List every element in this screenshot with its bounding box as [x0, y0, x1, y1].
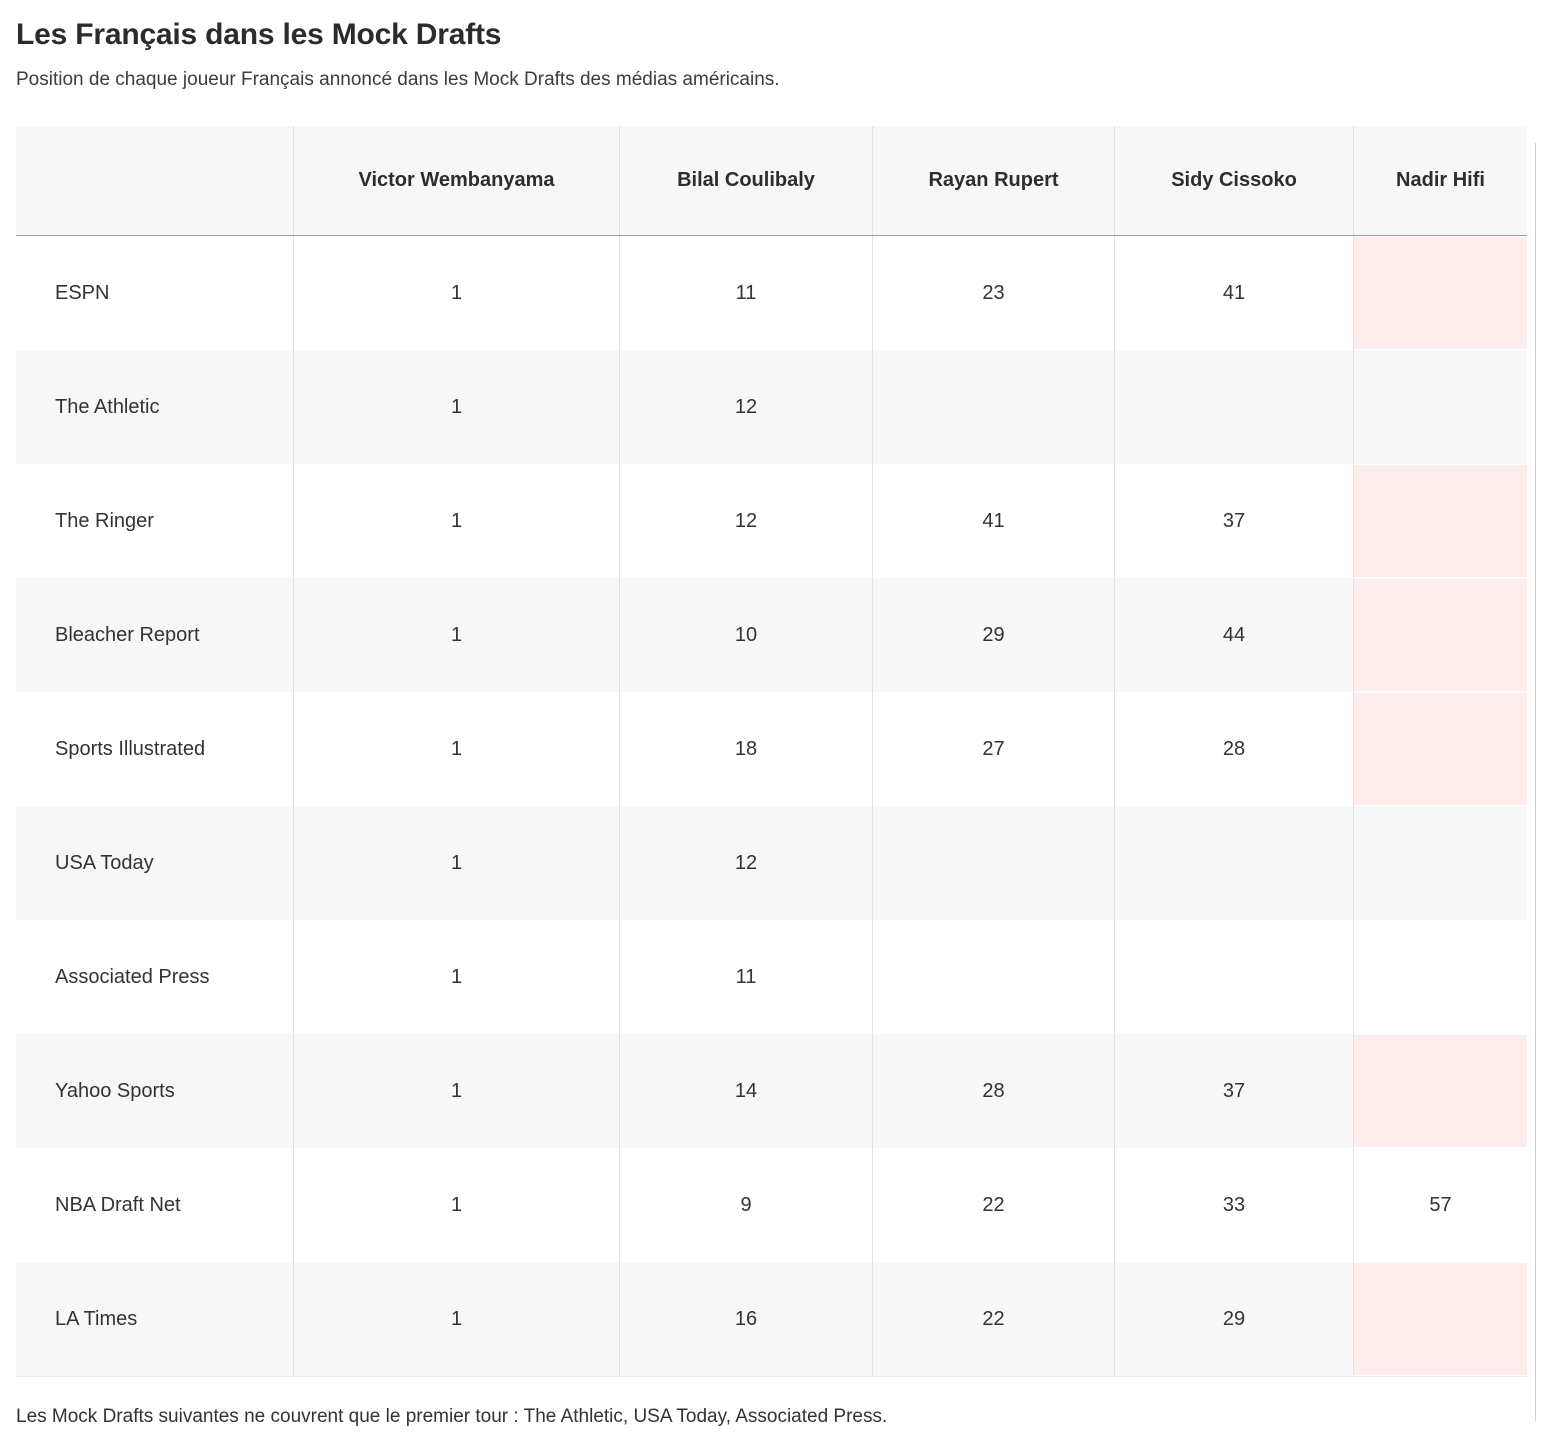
row-label-cell: The Athletic: [55, 395, 160, 418]
value-cell: 29: [872, 578, 1114, 692]
value-cell: 29: [1114, 1262, 1353, 1376]
value-cell: 14: [619, 1034, 872, 1148]
value-cell: 1: [293, 806, 619, 920]
value-cell: 27: [872, 692, 1114, 806]
value-cell: [1353, 1034, 1527, 1148]
player-header-cell: Rayan Rupert: [872, 126, 1114, 235]
value-cell: [1353, 806, 1527, 920]
player-header-cell: Bilal Coulibaly: [619, 126, 872, 235]
value-cell: [1353, 350, 1527, 464]
value-cell: 1: [293, 236, 619, 350]
table-header-row: Victor Wembanyama Bilal Coulibaly Rayan Ru…: [16, 126, 1527, 236]
value-cell: 37: [1114, 464, 1353, 578]
table-row: The Athletic 1 12: [16, 350, 1527, 464]
value-cell: 22: [872, 1262, 1114, 1376]
value-cell: 41: [1114, 236, 1353, 350]
player-header-cell: Nadir Hifi: [1353, 126, 1527, 235]
row-label-cell: Sports Illustrated: [55, 737, 206, 760]
table-footnote: Les Mock Drafts suivantes ne couvrent qu…: [16, 1406, 888, 1427]
value-cell: 1: [293, 1034, 619, 1148]
value-cell: 1: [293, 1148, 619, 1262]
value-cell: 1: [293, 920, 619, 1034]
table-row: LA Times 1 16 22 29: [16, 1262, 1527, 1376]
corner-cell: [16, 126, 293, 235]
table-row: USA Today 1 12: [16, 806, 1527, 920]
value-cell: 41: [872, 464, 1114, 578]
value-cell: [1353, 920, 1527, 1034]
value-cell: 9: [619, 1148, 872, 1262]
row-label-cell: LA Times: [55, 1307, 138, 1330]
value-cell: [1353, 1262, 1527, 1376]
value-cell: [1114, 806, 1353, 920]
table-row: Associated Press 1 11: [16, 920, 1527, 1034]
value-cell: 18: [619, 692, 872, 806]
table-row: Sports Illustrated 1 18 27 28: [16, 692, 1527, 806]
value-cell: [1353, 578, 1527, 692]
value-cell: 28: [1114, 692, 1353, 806]
mock-drafts-table: Victor Wembanyama Bilal Coulibaly Rayan Ru…: [16, 126, 1527, 1377]
table-row: NBA Draft Net 1 9 22 33 57: [16, 1148, 1527, 1262]
page-subtitle: Position de chaque joueur Français annon…: [16, 69, 780, 90]
table-right-border: [1535, 143, 1536, 1421]
value-cell: 22: [872, 1148, 1114, 1262]
value-cell: [1114, 350, 1353, 464]
value-cell: 1: [293, 692, 619, 806]
value-cell: 37: [1114, 1034, 1353, 1148]
value-cell: 1: [293, 578, 619, 692]
value-cell: 1: [293, 1262, 619, 1376]
value-cell: [872, 350, 1114, 464]
value-cell: [872, 806, 1114, 920]
value-cell: 1: [293, 464, 619, 578]
value-cell: 57: [1353, 1148, 1527, 1262]
value-cell: [872, 920, 1114, 1034]
row-label-cell: USA Today: [55, 851, 154, 874]
table-row: The Ringer 1 12 41 37: [16, 464, 1527, 578]
value-cell: [1353, 464, 1527, 578]
value-cell: 11: [619, 236, 872, 350]
value-cell: 33: [1114, 1148, 1353, 1262]
table-row: ESPN 1 11 23 41: [16, 236, 1527, 350]
row-label-cell: The Ringer: [55, 509, 154, 532]
value-cell: [1353, 692, 1527, 806]
row-label-cell: Associated Press: [55, 965, 210, 988]
value-cell: [1353, 236, 1527, 350]
value-cell: 1: [293, 350, 619, 464]
value-cell: 12: [619, 350, 872, 464]
row-label-cell: ESPN: [55, 281, 110, 304]
value-cell: 16: [619, 1262, 872, 1376]
value-cell: 11: [619, 920, 872, 1034]
value-cell: 23: [872, 236, 1114, 350]
player-header-cell: Sidy Cissoko: [1114, 126, 1353, 235]
player-header-cell: Victor Wembanyama: [293, 126, 619, 235]
row-label-cell: Bleacher Report: [55, 623, 200, 646]
table-row: Yahoo Sports 1 14 28 37: [16, 1034, 1527, 1148]
table-body: ESPN 1 11 23 41 The Athletic 1 12 The Ringer 1 12 4…: [16, 236, 1527, 1376]
row-label-cell: Yahoo Sports: [55, 1079, 175, 1102]
table-row: Bleacher Report 1 10 29 44: [16, 578, 1527, 692]
page-title: Les Français dans les Mock Drafts: [16, 18, 502, 51]
value-cell: 10: [619, 578, 872, 692]
value-cell: 12: [619, 806, 872, 920]
value-cell: 12: [619, 464, 872, 578]
row-label-cell: NBA Draft Net: [55, 1193, 181, 1216]
value-cell: 28: [872, 1034, 1114, 1148]
value-cell: 44: [1114, 578, 1353, 692]
page: Les Français dans les Mock Drafts Positi…: [0, 16, 1542, 1441]
value-cell: [1114, 920, 1353, 1034]
